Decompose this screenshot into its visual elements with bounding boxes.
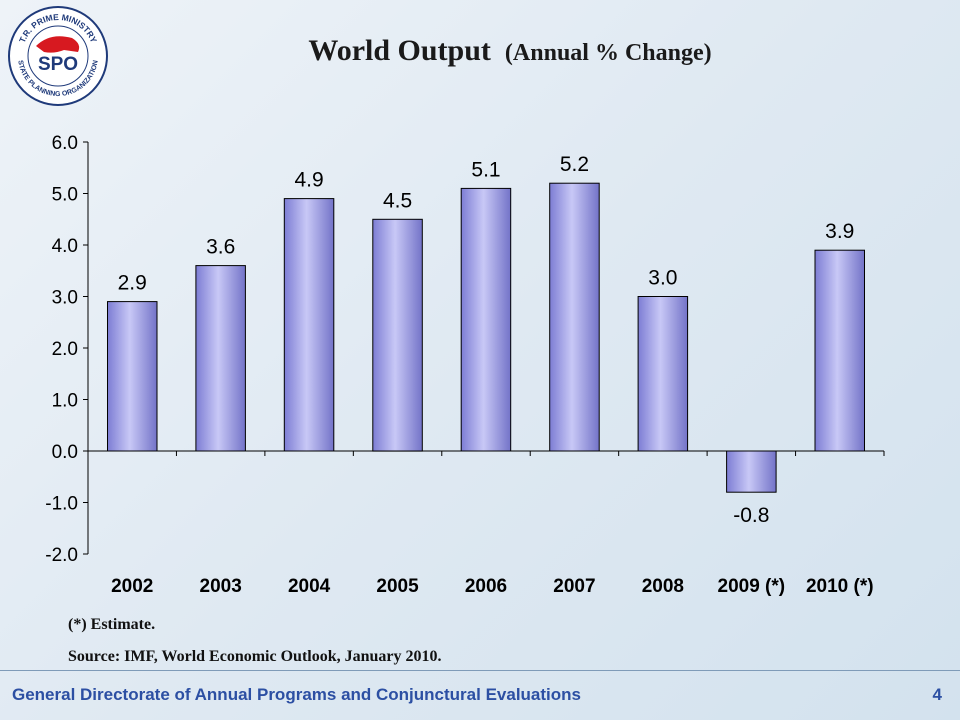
page-number: 4 <box>932 685 942 704</box>
footer-divider <box>0 670 960 671</box>
y-tick-label: -2.0 <box>45 545 78 566</box>
y-tick-label: 2.0 <box>52 339 78 360</box>
bar <box>195 265 246 452</box>
data-label: 2.9 <box>118 272 147 295</box>
x-category-label: 2006 <box>465 576 507 597</box>
x-category-label: 2008 <box>642 576 684 597</box>
data-label: 3.0 <box>648 267 677 290</box>
y-axis: 6.0 5.0 4.0 3.0 2.0 1.0 0.0 -1.0 -2.0 <box>45 133 89 566</box>
bar <box>814 249 865 452</box>
x-category-label: 2009 (*) <box>718 576 786 597</box>
bar <box>460 187 512 452</box>
data-label: 5.2 <box>560 153 589 176</box>
x-category-label: 2007 <box>553 576 595 597</box>
y-tick-label: 1.0 <box>52 391 78 412</box>
bar <box>726 450 777 493</box>
logo-center-text: SPO <box>38 54 78 75</box>
title-subtitle: (Annual % Change) <box>504 40 712 66</box>
footer-text: General Directorate of Annual Programs a… <box>12 685 581 704</box>
spo-logo: T.R. PRIME MINISTRY STATE PLANNING ORGAN… <box>8 6 108 106</box>
y-tick-label: 5.0 <box>52 185 78 206</box>
page-title: World Output (Annual % Change) <box>0 34 960 68</box>
data-label: -0.8 <box>733 504 769 527</box>
data-label: 5.1 <box>471 158 500 181</box>
bar <box>549 182 600 452</box>
x-category-label: 2010 (*) <box>806 576 874 597</box>
x-category-label: 2003 <box>200 576 242 597</box>
bar <box>283 198 335 452</box>
title-main: World Output <box>308 34 491 67</box>
x-category-label: 2002 <box>111 576 153 597</box>
y-tick-label: -1.0 <box>45 494 78 515</box>
data-label: 3.9 <box>825 220 854 243</box>
y-tick-label: 6.0 <box>52 133 78 154</box>
bar-chart: 6.0 5.0 4.0 3.0 2.0 1.0 0.0 -1.0 -2.0 2.9 3.6 4.9 4… <box>45 133 885 597</box>
y-tick-label: 0.0 <box>52 442 78 463</box>
bar <box>372 218 423 452</box>
x-category-label: 2004 <box>288 576 331 597</box>
data-label: 4.5 <box>383 189 412 212</box>
source-note: Source: IMF, World Economic Outlook, Jan… <box>68 648 442 665</box>
bar <box>107 301 158 452</box>
data-label: 4.9 <box>295 169 324 192</box>
bar <box>637 296 689 452</box>
y-tick-label: 3.0 <box>52 288 78 309</box>
bars: 2.9 3.6 4.9 4.5 5.1 5.2 3.0 -0.8 3.9 <box>107 153 865 527</box>
data-label: 3.6 <box>206 236 235 259</box>
crescent-star-icon <box>36 36 80 53</box>
estimate-note: (*) Estimate. <box>68 616 156 633</box>
y-tick-label: 4.0 <box>52 236 78 257</box>
x-category-label: 2005 <box>376 576 419 597</box>
x-axis: 2002 2003 2004 2005 2006 2007 2008 2009 (*) 2010… <box>87 450 885 597</box>
